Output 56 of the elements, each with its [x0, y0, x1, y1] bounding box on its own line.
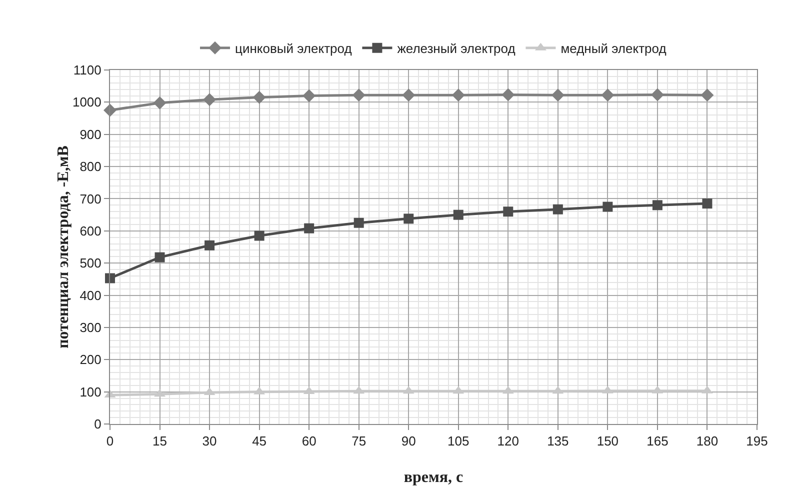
point — [153, 96, 166, 110]
y-tick-label: 400 — [80, 288, 102, 303]
point — [404, 214, 414, 224]
point — [105, 273, 115, 284]
x-tick-label: 150 — [596, 434, 619, 449]
x-tick-label: 60 — [302, 434, 316, 449]
point — [302, 89, 316, 102]
point — [503, 206, 514, 217]
point — [601, 88, 614, 102]
y-tick-label: 800 — [80, 159, 102, 174]
x-axis-title: время, с — [404, 469, 464, 486]
y-tick-label: 900 — [80, 126, 102, 142]
point — [402, 88, 416, 102]
x-tick-label: 90 — [401, 434, 416, 449]
x-tick-label: 195 — [746, 434, 768, 449]
point — [702, 198, 712, 209]
point — [252, 90, 266, 104]
legend-label: медный электрод — [560, 40, 667, 56]
legend-label: цинковый электрод — [235, 40, 352, 56]
point — [203, 93, 216, 106]
x-tick-label: 0 — [106, 434, 114, 449]
y-tick-label: 200 — [80, 352, 102, 368]
point — [502, 88, 515, 102]
y-axis-title: потенциал электрода, -E,мВ — [55, 145, 72, 348]
point — [551, 88, 564, 102]
point — [452, 88, 465, 102]
y-tick-label: 300 — [80, 320, 102, 335]
y-tick-label: 700 — [80, 191, 102, 206]
y-tick-label: 0 — [94, 416, 102, 432]
point — [650, 88, 664, 102]
x-tick-label: 15 — [152, 434, 168, 449]
point — [453, 210, 464, 220]
point — [700, 88, 714, 102]
point — [652, 200, 662, 210]
y-tick-label: 500 — [80, 256, 102, 271]
point — [552, 204, 563, 214]
x-tick-label: 165 — [646, 434, 668, 449]
point — [204, 240, 215, 250]
y-tick-label: 1000 — [72, 94, 102, 110]
x-tick-label: 135 — [547, 434, 569, 449]
point — [154, 252, 165, 262]
point — [254, 230, 264, 241]
point — [602, 202, 613, 212]
y-tick-label: 1100 — [73, 62, 102, 78]
x-tick-label: 30 — [202, 434, 217, 449]
point — [354, 218, 364, 228]
x-tick-label: 120 — [497, 434, 519, 449]
x-tick-label: 75 — [352, 434, 366, 449]
y-tick-label: 100 — [80, 384, 102, 400]
x-tick-label: 180 — [696, 434, 718, 449]
point — [304, 223, 314, 234]
point — [352, 88, 366, 102]
y-tick-label: 600 — [80, 223, 102, 238]
legend-label: железный электрод — [397, 40, 516, 56]
x-tick-label: 105 — [448, 434, 470, 449]
x-tick-label: 45 — [252, 434, 267, 449]
